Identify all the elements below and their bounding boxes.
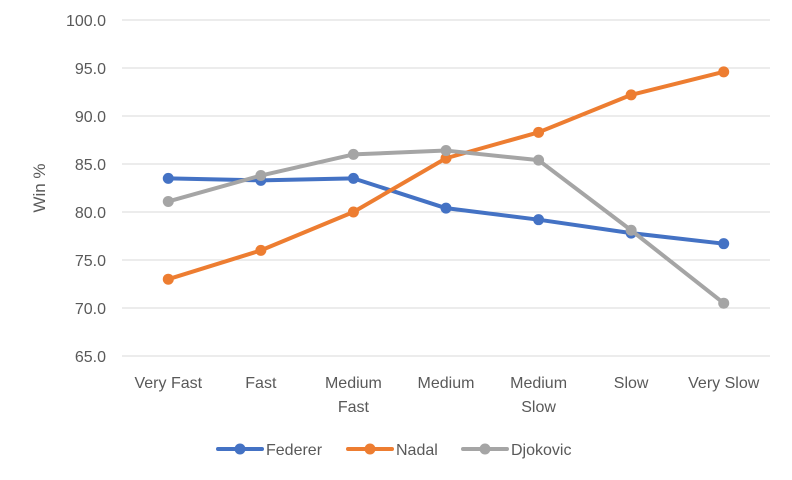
data-point-djokovic: [625, 224, 637, 236]
series-djokovic: [162, 145, 730, 309]
y-tick-label: 65.0: [75, 349, 106, 366]
y-tick-label: 85.0: [75, 157, 106, 174]
y-tick-label: 80.0: [75, 205, 106, 222]
series-lines: [162, 66, 730, 309]
legend-swatch-marker: [234, 443, 246, 455]
legend-label: Nadal: [396, 442, 438, 459]
data-point-federer: [162, 172, 174, 184]
data-point-djokovic: [347, 148, 359, 160]
x-tick-label: Very Fast: [134, 375, 202, 392]
series-line-nadal: [166, 69, 726, 282]
x-tick-label: Slow: [614, 375, 649, 392]
data-point-djokovic: [255, 170, 267, 182]
data-point-djokovic: [440, 145, 452, 157]
data-point-federer: [440, 202, 452, 214]
data-point-nadal: [625, 89, 637, 101]
y-tick-label: 95.0: [75, 61, 106, 78]
data-point-nadal: [347, 206, 359, 218]
y-tick-label: 90.0: [75, 109, 106, 126]
y-axis-title: Win %: [30, 163, 49, 212]
legend: Federer Nadal Djokovic: [216, 442, 571, 459]
y-tick-label: 75.0: [75, 253, 106, 270]
y-tick-label: 70.0: [75, 301, 106, 318]
legend-item-federer: Federer: [216, 442, 323, 459]
data-point-djokovic: [718, 297, 730, 309]
x-tick-label: Very Slow: [688, 375, 760, 392]
legend-item-nadal: Nadal: [346, 442, 438, 459]
y-axis-ticks: 65.0 70.0 75.0 80.0 85.0 90.0 95.0 100.0: [66, 13, 106, 366]
x-tick-label: Fast: [245, 375, 277, 392]
legend-swatch-marker: [479, 443, 491, 455]
legend-swatch-marker: [364, 443, 376, 455]
x-tick-label: Medium Fast: [325, 375, 382, 416]
legend-label: Djokovic: [511, 442, 571, 459]
legend-item-djokovic: Djokovic: [461, 442, 571, 459]
data-point-nadal: [255, 244, 267, 256]
data-point-nadal: [162, 273, 174, 285]
data-point-federer: [533, 214, 545, 226]
series-line-djokovic: [166, 148, 726, 306]
data-point-djokovic: [533, 154, 545, 166]
x-tick-label: Medium Slow: [510, 375, 567, 416]
data-point-djokovic: [162, 195, 174, 207]
x-tick-label: Medium: [418, 375, 475, 392]
series-federer: [162, 172, 730, 250]
data-point-nadal: [533, 126, 545, 138]
series-nadal: [162, 66, 730, 285]
x-axis-ticks: Very Fast Fast Medium Fast Medium Medium Slow S…: [134, 375, 759, 416]
legend-label: Federer: [266, 442, 323, 459]
data-point-federer: [347, 172, 359, 184]
data-point-nadal: [718, 66, 730, 78]
y-tick-label: 100.0: [66, 13, 106, 30]
data-point-federer: [718, 238, 730, 250]
data-point-nadal: [440, 152, 452, 164]
